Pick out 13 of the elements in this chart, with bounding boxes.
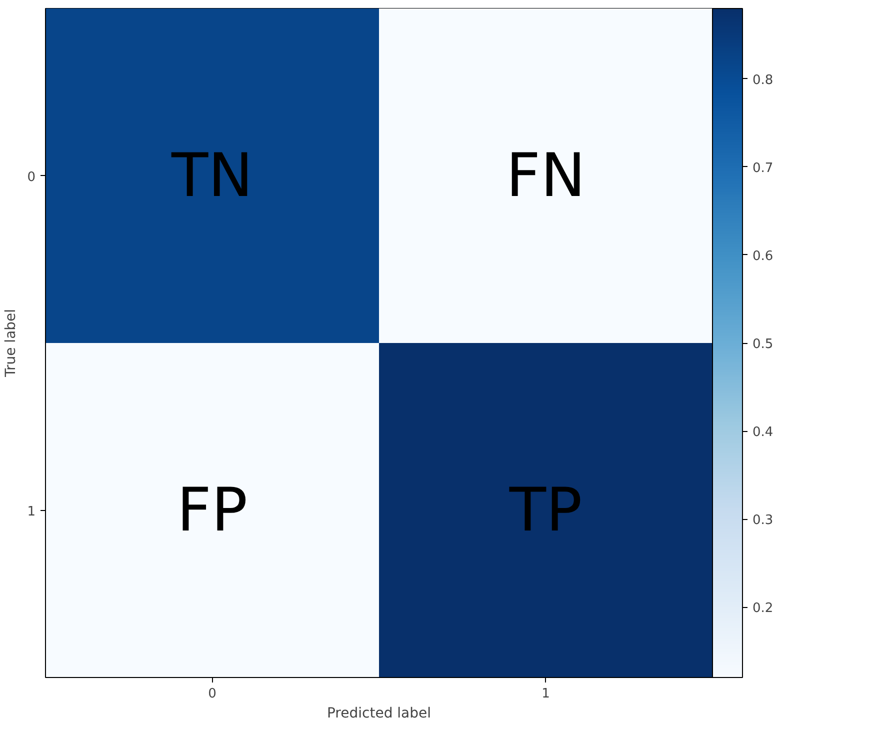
color-bar-label: 0.7: [752, 160, 774, 176]
x-axis-title: Predicted label: [326, 706, 432, 722]
data-label: TN: [170, 140, 254, 211]
color-bar-label: 0.5: [752, 337, 774, 352]
color-bar-label: 0.2: [752, 601, 774, 616]
color-bar-label: 0.3: [752, 513, 774, 528]
color-bar-label: 0.8: [752, 72, 774, 88]
data-label: TP: [508, 475, 582, 546]
color-bar-label: 0.6: [752, 248, 774, 264]
color-bar-label: 0.4: [752, 425, 774, 440]
y-axis-title: True label: [3, 308, 20, 378]
data-label: FP: [176, 475, 248, 546]
data-label: FN: [506, 140, 586, 211]
